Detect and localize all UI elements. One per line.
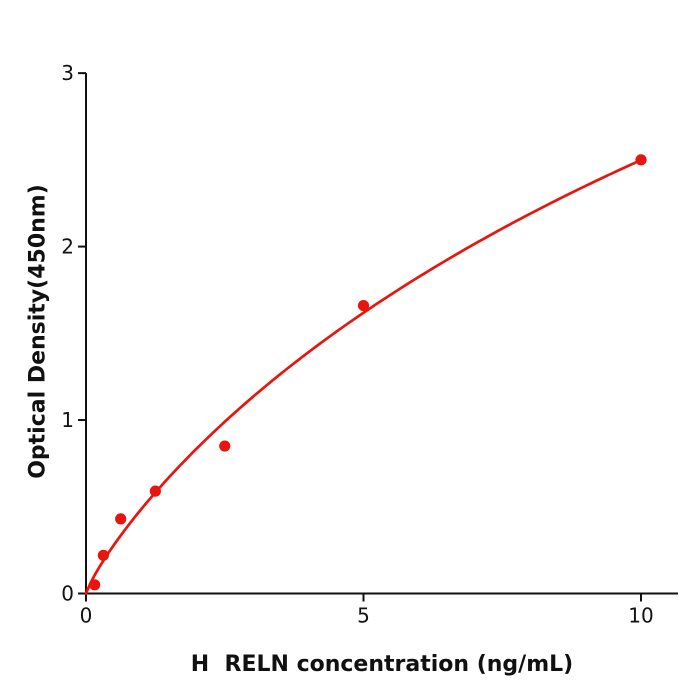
y-tick-label: 3 [61,61,74,85]
fit-curve-line [84,158,643,595]
data-point [635,154,647,166]
data-point [115,513,127,525]
x-tick-label: 5 [357,604,370,628]
data-point [89,579,101,591]
data-point [97,549,109,561]
x-tick-label: 0 [80,604,93,628]
y-tick-label: 0 [61,582,74,606]
y-tick-label: 2 [61,235,74,259]
x-axis-label: H RELN concentration (ng/mL) [190,652,574,677]
data-point [149,485,161,497]
data-point [219,440,231,452]
data-point [357,299,370,312]
y-tick-label: 1 [61,408,74,432]
y-axis-label: Optical Density(450nm) [25,184,51,479]
x-tick-label: 10 [628,604,653,628]
